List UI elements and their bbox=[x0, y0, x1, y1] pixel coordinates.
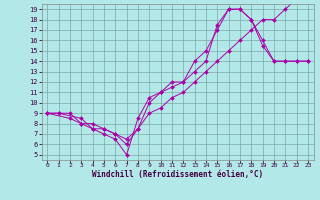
X-axis label: Windchill (Refroidissement éolien,°C): Windchill (Refroidissement éolien,°C) bbox=[92, 170, 263, 179]
